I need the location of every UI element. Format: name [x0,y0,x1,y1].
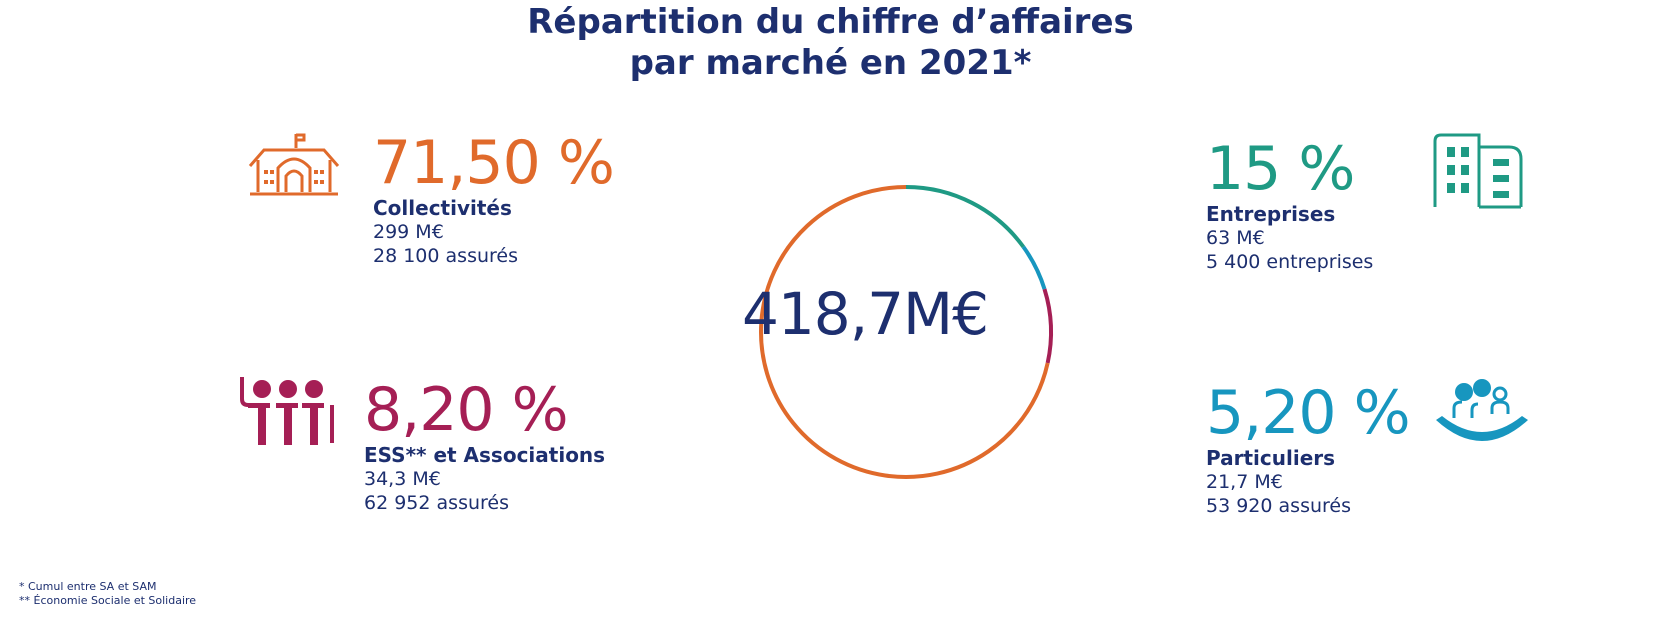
market-ess: 8,20 % ESS** et Associations 34,3 M€ 62 … [364,377,605,515]
footnote-2: ** Économie Sociale et Solidaire [19,594,197,607]
market-entreprises-count: 5 400 entreprises [1206,251,1374,273]
market-collectivites-amount: 299 M€ [373,221,444,243]
footnote-1: * Cumul entre SA et SAM [19,580,157,593]
market-particuliers-pct: 5,20 % [1206,378,1411,448]
family-icon [1436,379,1528,441]
market-collectivites-name: Collectivités [373,196,512,220]
market-particuliers-amount: 21,7 M€ [1206,471,1283,493]
market-collectivites-count: 28 100 assurés [373,245,518,267]
footnotes: * Cumul entre SA et SAM ** Économie Soci… [19,580,196,608]
town-hall-icon [248,133,340,196]
donut-segment-collectivités [759,185,1050,479]
market-entreprises-pct: 15 % [1206,134,1355,204]
market-particuliers-name: Particuliers [1206,446,1336,470]
chart-title-line1: Répartition du chiffre d’affaires [527,2,1134,42]
donut-segment-entreprises [905,185,1026,249]
total-revenue: 418,7M€ [742,280,989,348]
market-collectivites-pct: 71,50 % [373,128,615,198]
donut-segment-ess-et-associations [1042,288,1053,364]
market-particuliers: 5,20 % Particuliers 21,7 M€ 53 920 assur… [1206,378,1411,518]
market-entreprises: 15 % Entreprises 63 M€ 5 400 entreprises [1206,136,1373,274]
market-collectivites: 71,50 % Collectivités 299 M€ 28 100 assu… [373,128,615,268]
market-entreprises-name: Entreprises [1206,202,1336,226]
market-ess-count: 62 952 assurés [364,492,509,514]
market-entreprises-amount: 63 M€ [1206,227,1265,249]
market-ess-name: ESS** et Associations [364,443,606,467]
market-particuliers-count: 53 920 assurés [1206,495,1351,517]
donut-segment-particuliers [1021,245,1047,290]
chart-title-line2: par marché en 2021* [629,43,1032,83]
chart-title: Répartition du chiffre d’affaires par ma… [0,2,1661,84]
market-ess-pct: 8,20 % [364,375,569,445]
office-building-icon [1433,133,1523,209]
market-ess-amount: 34,3 M€ [364,468,441,490]
people-group-icon [240,377,334,445]
